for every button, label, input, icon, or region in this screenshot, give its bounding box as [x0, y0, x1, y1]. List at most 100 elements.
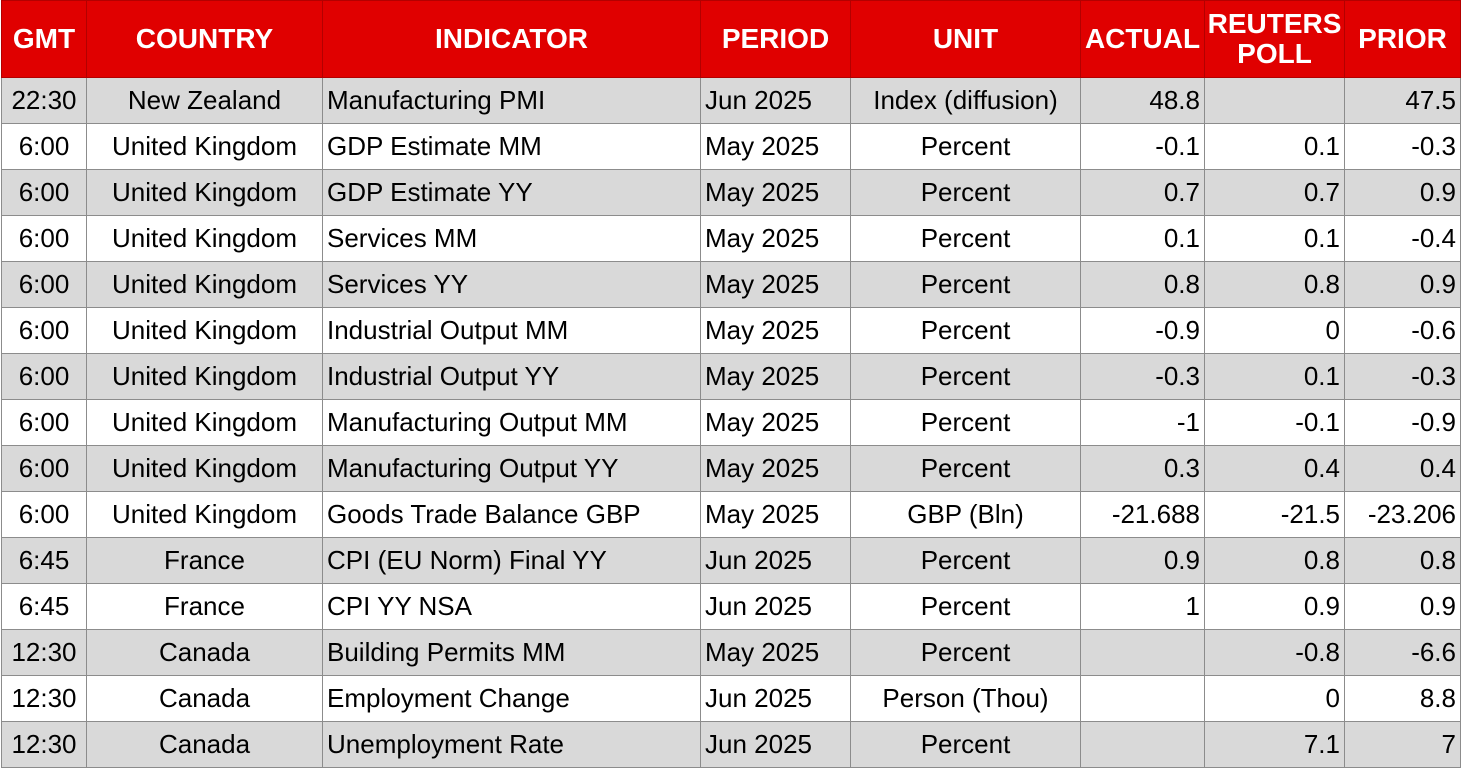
table-row: 6:00 United Kingdom GDP Estimate MM May 202… [1, 123, 1461, 170]
table-row: 6:00 United Kingdom Goods Trade Balance GB… [1, 491, 1461, 538]
country-cell: United Kingdom [86, 491, 323, 538]
table-row: 12:30 Canada Unemployment Rate Jun 2025 Perc… [1, 721, 1461, 768]
header-prior: PRIOR [1344, 0, 1461, 78]
indicator-cell: CPI YY NSA [322, 583, 701, 630]
unit-cell: Percent [850, 123, 1081, 170]
unit-cell: Percent [850, 399, 1081, 446]
prior-cell: -0.4 [1344, 215, 1461, 262]
country-cell: New Zealand [86, 77, 323, 124]
table-row: 12:30 Canada Employment Change Jun 2025 Pers… [1, 675, 1461, 722]
reuters-poll-cell: -21.5 [1204, 491, 1345, 538]
gmt-cell: 12:30 [1, 629, 87, 676]
prior-cell: -0.3 [1344, 353, 1461, 400]
reuters-poll-cell: 0.1 [1204, 353, 1345, 400]
header-poll-line1: REUTERS [1207, 8, 1342, 39]
country-cell: United Kingdom [86, 215, 323, 262]
prior-cell: 0.9 [1344, 583, 1461, 630]
period-cell: Jun 2025 [700, 583, 851, 630]
header-reuters-poll: REUTERS POLL [1204, 0, 1345, 78]
header-indicator: INDICATOR [322, 0, 701, 78]
indicator-cell: Services YY [322, 261, 701, 308]
actual-cell [1080, 721, 1205, 768]
unit-cell: Percent [850, 215, 1081, 262]
table-row: 6:45 France CPI (EU Norm) Final YY Jun 2025… [1, 537, 1461, 584]
period-cell: May 2025 [700, 215, 851, 262]
period-cell: May 2025 [700, 399, 851, 446]
gmt-cell: 6:00 [1, 445, 87, 492]
indicator-cell: Industrial Output YY [322, 353, 701, 400]
indicator-cell: CPI (EU Norm) Final YY [322, 537, 701, 584]
reuters-poll-cell: 0 [1204, 675, 1345, 722]
table-row: 22:30 New Zealand Manufacturing PMI Jun 202… [1, 77, 1461, 124]
period-cell: Jun 2025 [700, 675, 851, 722]
period-cell: Jun 2025 [700, 77, 851, 124]
reuters-poll-cell: 0 [1204, 307, 1345, 354]
unit-cell: Index (diffusion) [850, 77, 1081, 124]
unit-cell: Person (Thou) [850, 675, 1081, 722]
actual-cell [1080, 675, 1205, 722]
gmt-cell: 6:00 [1, 399, 87, 446]
reuters-poll-cell: 0.1 [1204, 123, 1345, 170]
table-row: 6:00 United Kingdom Services YY May 2025 Per… [1, 261, 1461, 308]
table-row: 6:00 United Kingdom Industrial Output YY Ma… [1, 353, 1461, 400]
actual-cell: 0.7 [1080, 169, 1205, 216]
header-period: PERIOD [700, 0, 851, 78]
reuters-poll-cell [1204, 77, 1345, 124]
country-cell: United Kingdom [86, 123, 323, 170]
actual-cell: 0.8 [1080, 261, 1205, 308]
period-cell: Jun 2025 [700, 721, 851, 768]
period-cell: May 2025 [700, 307, 851, 354]
gmt-cell: 22:30 [1, 77, 87, 124]
actual-cell: -1 [1080, 399, 1205, 446]
table-row: 6:00 United Kingdom Services MM May 2025 Per… [1, 215, 1461, 262]
country-cell: United Kingdom [86, 261, 323, 308]
prior-cell: -23.206 [1344, 491, 1461, 538]
prior-cell: 0.9 [1344, 261, 1461, 308]
gmt-cell: 12:30 [1, 675, 87, 722]
unit-cell: Percent [850, 261, 1081, 308]
actual-cell: 0.1 [1080, 215, 1205, 262]
unit-cell: GBP (Bln) [850, 491, 1081, 538]
actual-cell: -0.1 [1080, 123, 1205, 170]
prior-cell: -0.6 [1344, 307, 1461, 354]
period-cell: Jun 2025 [700, 537, 851, 584]
reuters-poll-cell: 0.9 [1204, 583, 1345, 630]
gmt-cell: 6:00 [1, 215, 87, 262]
header-poll-line2: POLL [1237, 38, 1312, 69]
header-row: GMT COUNTRY INDICATOR PERIOD UNIT ACTUAL… [1, 0, 1461, 78]
country-cell: United Kingdom [86, 445, 323, 492]
indicator-cell: Industrial Output MM [322, 307, 701, 354]
gmt-cell: 6:00 [1, 261, 87, 308]
prior-cell: 8.8 [1344, 675, 1461, 722]
unit-cell: Percent [850, 583, 1081, 630]
period-cell: May 2025 [700, 169, 851, 216]
unit-cell: Percent [850, 537, 1081, 584]
reuters-poll-cell: 0.8 [1204, 261, 1345, 308]
header-gmt: GMT [1, 0, 87, 78]
actual-cell [1080, 629, 1205, 676]
header-country: COUNTRY [86, 0, 323, 78]
prior-cell: 0.9 [1344, 169, 1461, 216]
table-row: 6:00 United Kingdom GDP Estimate YY May 202… [1, 169, 1461, 216]
prior-cell: -0.3 [1344, 123, 1461, 170]
country-cell: Canada [86, 629, 323, 676]
reuters-poll-cell: 0.4 [1204, 445, 1345, 492]
reuters-poll-cell: -0.1 [1204, 399, 1345, 446]
gmt-cell: 6:00 [1, 169, 87, 216]
country-cell: Canada [86, 721, 323, 768]
country-cell: France [86, 583, 323, 630]
period-cell: May 2025 [700, 445, 851, 492]
gmt-cell: 6:00 [1, 353, 87, 400]
indicator-cell: Manufacturing Output YY [322, 445, 701, 492]
table-row: 6:00 United Kingdom Manufacturing Output M… [1, 399, 1461, 446]
actual-cell: -21.688 [1080, 491, 1205, 538]
actual-cell: -0.3 [1080, 353, 1205, 400]
gmt-cell: 6:45 [1, 583, 87, 630]
prior-cell: 0.4 [1344, 445, 1461, 492]
gmt-cell: 6:00 [1, 307, 87, 354]
unit-cell: Percent [850, 629, 1081, 676]
reuters-poll-cell: 7.1 [1204, 721, 1345, 768]
period-cell: May 2025 [700, 261, 851, 308]
unit-cell: Percent [850, 169, 1081, 216]
actual-cell: 0.3 [1080, 445, 1205, 492]
